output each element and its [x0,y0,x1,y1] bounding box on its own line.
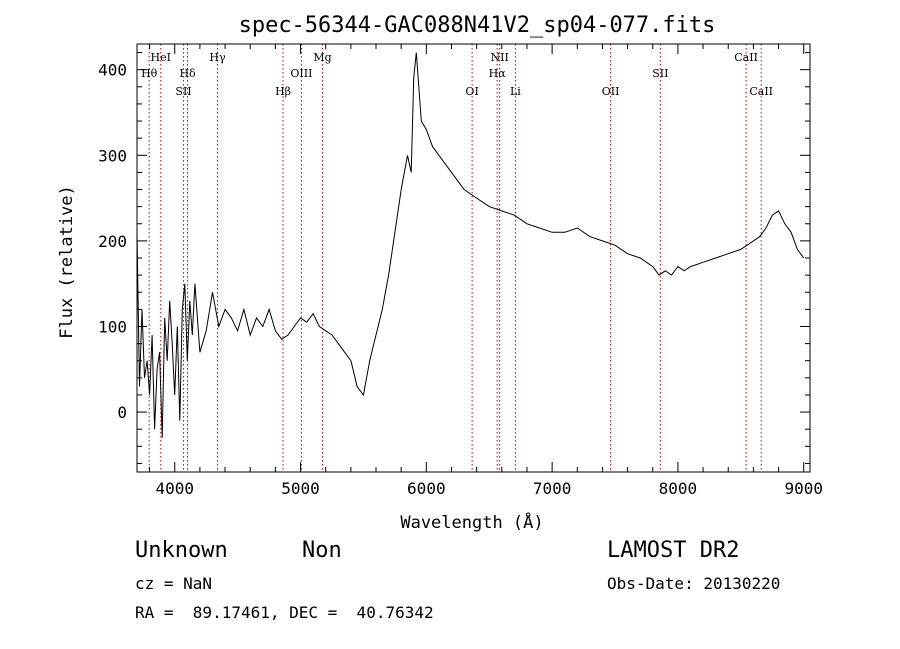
survey-name: LAMOST DR2 [607,538,740,563]
y-tick-label: 100 [98,317,127,336]
x-tick-label: 9000 [784,479,823,498]
x-tick-label: 7000 [533,479,572,498]
spectral-line-label: OII [602,85,620,98]
spectral-line-label: Hθ [141,67,158,80]
axis-ticks: 4000 5000 6000 7000 8000 9000 0 100 200 300 400 [98,44,823,498]
spectral-line-label: Hγ [209,51,226,64]
spectral-line-label: SII [175,85,191,98]
x-tick-label: 6000 [407,479,446,498]
object-subclass: Non [302,538,342,563]
plot-frame [136,43,811,473]
spectral-line-label: CaII [749,85,773,98]
spectral-line-label: OIII [290,67,312,80]
y-tick-label: 0 [117,403,127,422]
spectral-line-label: CaII [734,51,758,64]
y-tick-label: 200 [98,232,127,251]
x-tick-label: 8000 [659,479,698,498]
redshift-value: cz = NaN [135,574,213,593]
y-tick-label: 400 [98,61,127,80]
spectral-line-label: NII [491,51,509,64]
y-tick-label: 300 [98,146,127,165]
observation-date: Obs-Date: 20130220 [607,574,781,593]
x-tick-label: 4000 [155,479,194,498]
spectral-line-label: SII [652,67,668,80]
spectrum-series-line [136,52,805,438]
spectral-line-label: HeI [151,51,171,64]
x-tick-label: 5000 [281,479,320,498]
object-class: Unknown [135,538,228,563]
chart-title: spec-56344-GAC088N41V2_sp04-077.fits [239,13,716,38]
coordinates: RA = 89.17461, DEC = 40.76342 [135,603,434,622]
spectral-line-label: Li [510,85,521,98]
spectral-line-label: Hδ [179,67,196,80]
x-axis-label: Wavelength (Å) [400,511,543,533]
spectral-line-label: Hα [489,67,507,80]
spectral-line-label: Hβ [275,85,291,98]
y-axis-label: Flux (relative) [57,185,77,339]
spectral-line-label: Mg [313,51,331,64]
spectral-line-label: OI [465,85,478,98]
